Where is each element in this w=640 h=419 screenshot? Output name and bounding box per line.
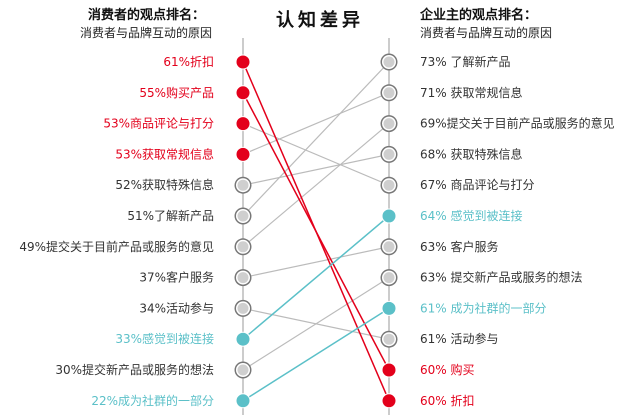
left-marker — [235, 116, 251, 132]
connector-line — [242, 215, 390, 340]
right-label: 63% 提交新产品或服务的想法 — [420, 270, 583, 285]
left-marker — [235, 85, 251, 101]
right-label: 61% 活动参与 — [420, 331, 499, 346]
right-label: 71% 获取常规信息 — [420, 85, 523, 100]
right-marker — [381, 300, 397, 316]
connector-line — [242, 277, 390, 371]
right-marker-core — [383, 56, 395, 68]
left-label: 34%活动参与 — [139, 300, 214, 315]
connector-line — [242, 92, 390, 371]
right-marker-core — [383, 87, 395, 99]
right-header-title: 企业主的观点排名： — [420, 8, 538, 23]
connector-line — [242, 92, 390, 155]
left-label: 55%购买产品 — [139, 85, 214, 100]
left-label: 51%了解新产品 — [127, 208, 214, 223]
right-label: 69%提交关于目前产品或服务的意见 — [420, 116, 615, 131]
left-header-title: 消费者的观点排名： — [88, 8, 206, 23]
right-label: 60% 购买 — [420, 362, 475, 377]
left-header-subtitle: 消费者与品牌互动的原因 — [80, 26, 213, 40]
left-marker-core — [237, 241, 249, 253]
left-marker — [235, 54, 251, 70]
right-label: 73% 了解新产品 — [420, 54, 511, 69]
right-marker-core — [383, 241, 395, 253]
left-marker — [235, 146, 251, 162]
left-marker-core — [237, 272, 249, 284]
left-label: 33%感觉到被连接 — [115, 331, 214, 346]
connector-line — [242, 307, 390, 402]
left-label: 61%折扣 — [163, 54, 214, 69]
right-label: 68% 获取特殊信息 — [420, 146, 523, 161]
right-label: 61% 成为社群的一部分 — [420, 300, 547, 315]
connector-line — [242, 123, 390, 186]
left-label: 53%获取常规信息 — [115, 146, 214, 161]
left-label: 30%提交新产品或服务的想法 — [55, 362, 214, 377]
left-label: 52%获取特殊信息 — [115, 177, 214, 192]
left-marker — [235, 393, 251, 409]
left-marker-core — [237, 364, 249, 376]
connector-line — [242, 153, 390, 186]
right-marker-core — [383, 272, 395, 284]
right-marker — [381, 393, 397, 409]
connector-line — [242, 61, 390, 217]
left-label: 49%提交关于目前产品或服务的意见 — [19, 239, 214, 254]
right-label: 60% 折扣 — [420, 393, 475, 408]
left-label: 37%客户服务 — [139, 270, 214, 285]
right-marker — [381, 208, 397, 224]
right-label: 63% 客户服务 — [420, 239, 499, 254]
right-marker — [381, 362, 397, 378]
left-marker — [235, 331, 251, 347]
right-marker-core — [383, 179, 395, 191]
connector-line — [242, 123, 390, 248]
connector-line — [242, 246, 390, 279]
left-marker-core — [237, 210, 249, 222]
chart-center-title: 认知差异 — [276, 10, 364, 31]
right-marker-core — [383, 118, 395, 130]
left-marker-core — [237, 302, 249, 314]
right-header-subtitle: 消费者与品牌互动的原因 — [420, 26, 553, 40]
right-label: 67% 商品评论与打分 — [420, 177, 535, 192]
right-label: 64% 感觉到被连接 — [420, 208, 523, 223]
left-label: 53%商品评论与打分 — [103, 116, 214, 131]
right-marker-core — [383, 148, 395, 160]
right-marker-core — [383, 333, 395, 345]
left-marker-core — [237, 179, 249, 191]
left-label: 22%成为社群的一部分 — [91, 393, 214, 408]
